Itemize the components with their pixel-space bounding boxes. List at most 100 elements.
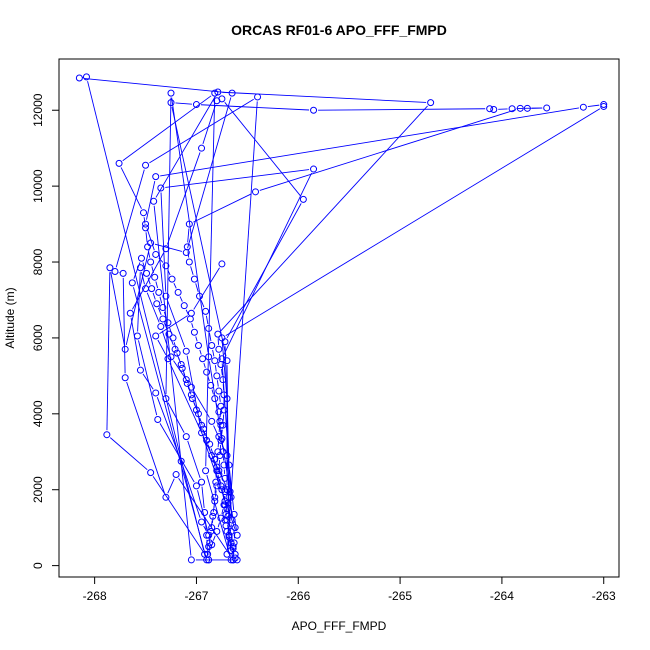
data-point <box>215 345 223 353</box>
data-point <box>210 508 218 516</box>
series-segment <box>200 300 205 308</box>
data-point <box>201 550 209 558</box>
series-segment <box>141 271 145 285</box>
data-point <box>198 518 206 526</box>
data-point <box>147 469 155 477</box>
data-point <box>103 431 111 439</box>
data-point <box>214 448 222 456</box>
series-segment <box>220 105 428 332</box>
series-segment <box>167 269 171 276</box>
data-point <box>194 342 202 350</box>
x-tick-label: -266 <box>286 589 310 603</box>
series-segment <box>122 95 212 162</box>
series-segment <box>167 300 186 348</box>
plot-frame <box>58 58 620 578</box>
data-point <box>310 165 318 173</box>
series-segment <box>211 389 214 395</box>
data-point <box>152 389 160 397</box>
data-point <box>165 330 173 338</box>
series-segment <box>201 486 205 509</box>
series-segment <box>193 193 252 223</box>
series-segment <box>199 417 203 425</box>
series-segment <box>259 109 517 191</box>
data-point <box>490 105 498 113</box>
data-point <box>299 195 307 203</box>
data-point <box>174 288 182 296</box>
data-point <box>219 421 227 429</box>
series-segment <box>109 437 148 471</box>
series-segment <box>199 349 202 355</box>
data-point <box>192 101 200 109</box>
data-point <box>205 353 213 361</box>
series-segment <box>125 247 151 346</box>
y-tick-label: 0 <box>31 562 45 569</box>
chart-title: ORCAS RF01-6 APO_FFF_FMPD <box>231 22 447 38</box>
data-point <box>202 307 210 315</box>
series-segment <box>195 336 198 342</box>
series-segment <box>156 397 181 458</box>
data-point <box>205 556 213 564</box>
series-segment <box>221 342 228 395</box>
data-point <box>223 486 231 494</box>
data-point <box>177 457 185 465</box>
data-point <box>150 197 158 205</box>
series-segment <box>208 535 211 543</box>
series-segment <box>587 104 600 108</box>
data-point <box>203 436 211 444</box>
data-point <box>217 482 225 490</box>
series-segment <box>166 152 201 245</box>
y-tick-label: 10000 <box>31 169 45 203</box>
data-point <box>198 421 206 429</box>
series-segment <box>152 476 207 557</box>
data-point <box>223 550 231 558</box>
data-point <box>162 262 170 270</box>
series-segment <box>226 101 258 550</box>
series-segment <box>155 281 159 289</box>
x-tick-label: -268 <box>83 589 107 603</box>
data-point <box>218 434 226 442</box>
data-point <box>600 102 608 110</box>
data-point <box>231 524 239 532</box>
data-point <box>151 273 159 281</box>
data-point <box>199 355 207 363</box>
y-tick-label: 8000 <box>31 248 45 275</box>
series-segment <box>225 108 601 336</box>
data-point <box>208 417 216 425</box>
series-segment <box>224 346 230 461</box>
series-segment <box>155 95 216 198</box>
series-segment <box>214 490 217 497</box>
data-point <box>177 360 185 368</box>
data-point <box>486 105 494 113</box>
data-point <box>185 220 193 228</box>
data-point <box>203 368 211 376</box>
series-segment <box>142 373 154 390</box>
data-point <box>178 364 186 372</box>
series-segment <box>167 478 175 494</box>
data-point <box>168 275 176 283</box>
data-point <box>206 539 214 547</box>
data-point <box>225 531 233 539</box>
series-segment <box>187 97 232 249</box>
data-point <box>227 546 235 554</box>
series-segment <box>157 339 167 356</box>
data-point <box>187 309 195 317</box>
series-segment <box>137 272 141 332</box>
data-point <box>223 395 231 403</box>
data-point <box>187 556 195 564</box>
series-segment <box>190 266 194 275</box>
series-segment <box>203 362 206 368</box>
data-point <box>214 330 222 338</box>
series-segment <box>130 317 141 366</box>
series-segment <box>160 192 167 292</box>
data-point <box>233 531 241 539</box>
y-axis: 0 2000 4000 6000 8000 10000 12000 <box>31 93 59 569</box>
data-point <box>188 395 196 403</box>
series-segment <box>203 525 207 532</box>
data-point <box>136 366 144 374</box>
data-point <box>214 88 222 96</box>
series-segment <box>217 522 221 528</box>
data-point <box>254 93 262 101</box>
series-segment <box>193 390 210 418</box>
data-point <box>162 395 170 403</box>
